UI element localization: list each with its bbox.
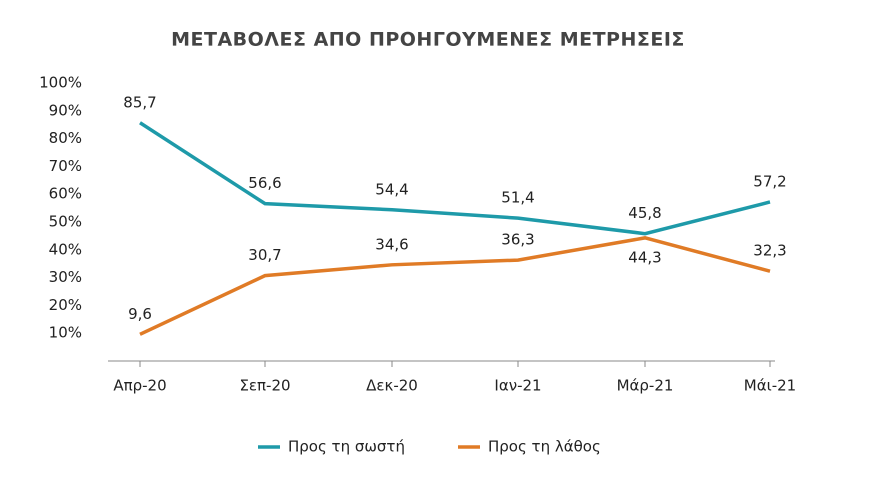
y-tick-label: 50%	[49, 213, 82, 231]
data-label: 36,3	[501, 231, 534, 249]
data-label: 9,6	[128, 305, 152, 323]
data-label: 56,6	[248, 174, 281, 192]
x-tick-label: Ιαν-21	[494, 377, 541, 395]
x-tick-label: Δεκ-20	[366, 377, 418, 395]
y-tick-label: 10%	[49, 324, 82, 342]
data-label: 57,2	[753, 172, 786, 190]
data-label: 44,3	[628, 248, 661, 266]
legend-label: Προς τη σωστή	[288, 438, 405, 456]
data-label: 51,4	[501, 189, 534, 207]
y-tick-label: 90%	[49, 101, 82, 119]
data-label: 54,4	[375, 180, 408, 198]
x-tick-label: Μάι-21	[744, 377, 796, 395]
y-tick-label: 70%	[49, 157, 82, 175]
data-label: 34,6	[375, 235, 408, 253]
y-tick-label: 40%	[49, 240, 82, 258]
y-tick-label: 20%	[49, 296, 82, 314]
y-tick-label: 30%	[49, 268, 82, 286]
data-label: 85,7	[123, 93, 156, 111]
data-label: 30,7	[248, 246, 281, 264]
y-tick-label: 100%	[39, 74, 82, 92]
chart-title: ΜΕΤΑΒΟΛΕΣ ΑΠΟ ΠΡΟΗΓΟΥΜΕΝΕΣ ΜΕΤΡΗΣΕΙΣ	[171, 29, 685, 51]
series-line	[139, 121, 771, 236]
data-label: 45,8	[628, 204, 661, 222]
y-tick-label: 80%	[49, 129, 82, 147]
x-tick-label: Μάρ-21	[617, 377, 674, 395]
x-tick-label: Σεπ-20	[239, 377, 290, 395]
legend-label: Προς τη λάθος	[488, 438, 601, 456]
series-line	[139, 236, 771, 336]
data-label: 32,3	[753, 242, 786, 260]
x-tick-label: Απρ-20	[113, 377, 166, 395]
y-tick-label: 60%	[49, 185, 82, 203]
